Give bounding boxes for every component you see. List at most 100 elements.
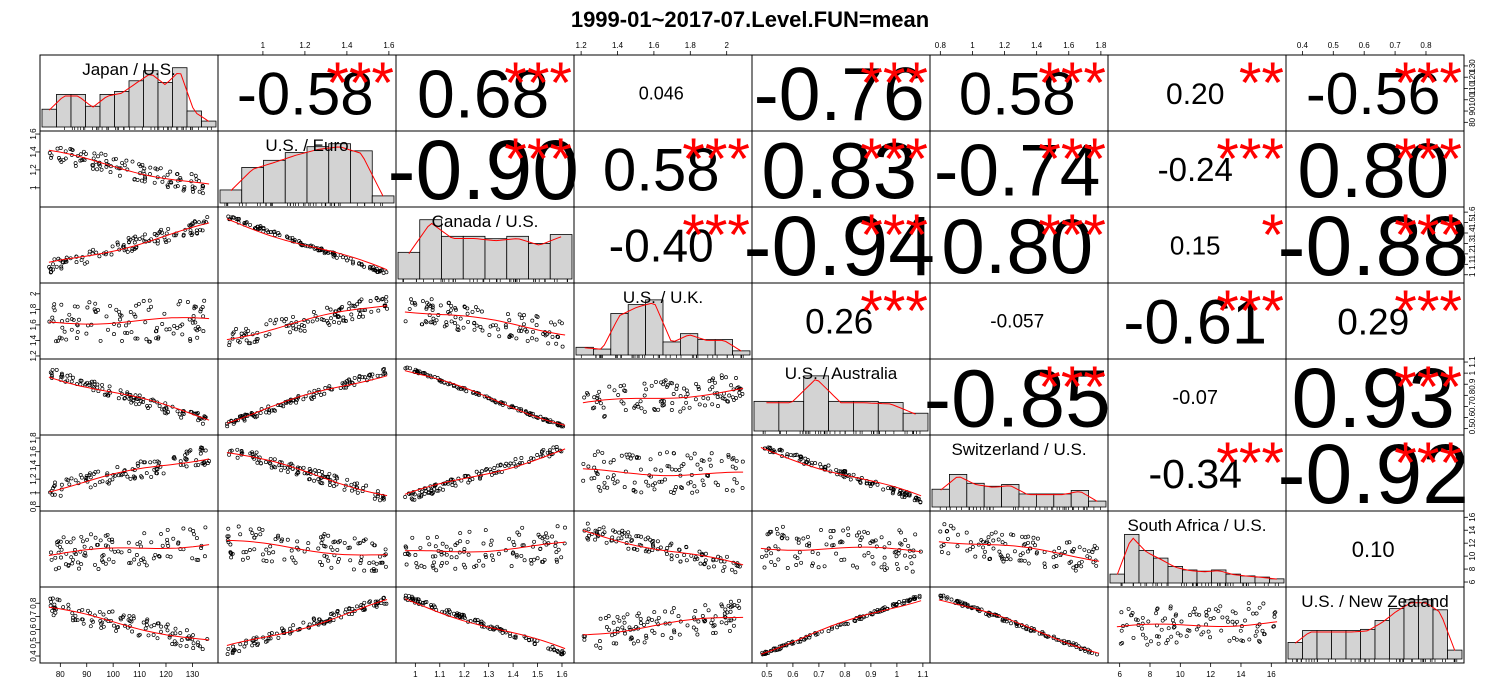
scatter-points	[582, 521, 742, 575]
smooth-line	[48, 149, 210, 185]
x-tick-label: 0.8	[935, 41, 947, 50]
smooth-line	[48, 458, 210, 493]
histogram-bar	[697, 339, 716, 356]
rug-ticks	[1120, 583, 1279, 586]
y-tick-label: 2	[29, 291, 38, 296]
significance-stars: ***	[860, 279, 928, 344]
histogram-bar	[627, 304, 647, 356]
histogram-bar	[778, 400, 805, 432]
smooth-line	[760, 447, 922, 497]
histogram-bar	[41, 108, 57, 128]
y-tick-label: 1.6	[29, 319, 38, 331]
scatter-points	[226, 214, 389, 275]
histogram-bar	[506, 235, 529, 280]
x-tick-label: 1.4	[1031, 41, 1043, 50]
y-tick-label: 1.2	[29, 350, 38, 362]
y-tick-label: 1.6	[1468, 206, 1477, 218]
correlation-value: -0.88	[1277, 199, 1468, 293]
correlation-value: 0.58	[959, 61, 1076, 128]
smooth-line	[1116, 621, 1278, 628]
smooth-line	[582, 616, 744, 636]
y-tick-label: 1.6	[29, 446, 38, 458]
correlation-value: -0.76	[754, 52, 925, 136]
y-tick-label: 1.2	[1468, 248, 1477, 260]
y-tick-label: 0.5	[29, 637, 38, 649]
smooth-line	[226, 218, 388, 271]
histogram-bar	[1036, 493, 1055, 508]
histogram-bar	[1070, 490, 1089, 508]
significance-stars: ***	[1394, 203, 1462, 268]
chart-title: 1999-01~2017-07.Level.FUN=mean	[571, 7, 929, 32]
scatter-points	[225, 524, 388, 573]
significance-stars: ***	[1216, 431, 1284, 496]
y-tick-label: 1	[29, 490, 38, 495]
variable-name: Switzerland / U.S.	[951, 440, 1086, 459]
histogram-bar	[1432, 609, 1448, 660]
scatter-points	[581, 598, 742, 650]
x-tick-label: 1.4	[508, 670, 520, 679]
y-tick-label: 0.9	[1468, 378, 1477, 390]
panel-frame	[573, 586, 753, 664]
x-tick-label: 1	[895, 670, 900, 679]
y-tick-label: 1.2	[29, 473, 38, 485]
y-tick-label: 0.4	[29, 650, 38, 662]
correlation-value: 0.15	[1170, 230, 1221, 260]
scatter-points	[49, 525, 208, 572]
panel-frame	[395, 434, 575, 512]
density-curve	[1116, 537, 1277, 580]
x-tick-label: 0.7	[813, 670, 825, 679]
scatter-points	[227, 447, 386, 503]
scatter-points	[48, 368, 208, 426]
x-tick-label: 0.4	[1297, 41, 1309, 50]
significance-stars: ***	[860, 127, 928, 192]
correlation-value: 0.58	[603, 137, 720, 204]
y-tick-label: 1.8	[29, 303, 38, 315]
y-tick-label: 0.5	[1468, 423, 1477, 435]
variable-name: U.S. / New Zealand	[1301, 592, 1448, 611]
x-tick-label: 1.4	[612, 41, 624, 50]
histogram-bar	[441, 235, 464, 280]
smooth-line	[226, 305, 388, 341]
histogram-bar	[99, 93, 115, 128]
significance-stars: ***	[1394, 51, 1462, 116]
correlation-value: -0.74	[934, 130, 1100, 211]
histogram-bar	[902, 412, 929, 432]
histogram-bar	[714, 339, 734, 356]
y-tick-label: 1.4	[1468, 227, 1477, 239]
y-tick-label: 10	[1468, 551, 1477, 560]
y-tick-label: 130	[1468, 59, 1477, 73]
correlation-value: -0.58	[237, 61, 374, 128]
x-tick-label: 120	[159, 670, 173, 679]
histogram-bar	[1389, 608, 1405, 660]
smooth-line	[48, 222, 210, 263]
y-tick-label: 0.6	[1468, 411, 1477, 423]
histogram-bar	[1374, 620, 1390, 660]
y-tick-label: 0.7	[29, 610, 38, 622]
correlation-value: 0.80	[1297, 126, 1449, 214]
significance-stars: ***	[504, 127, 572, 192]
significance-stars: ***	[504, 51, 572, 116]
density-curve	[940, 476, 1098, 502]
smooth-line	[404, 370, 566, 426]
smooth-line	[226, 539, 388, 556]
histogram-bar	[1196, 570, 1212, 584]
x-tick-label: 1	[261, 41, 266, 50]
histogram-bar	[1001, 484, 1020, 508]
x-tick-label: 1	[970, 41, 975, 50]
histogram-bar	[645, 299, 664, 356]
significance-stars: ***	[860, 51, 928, 116]
y-tick-label: 1.4	[29, 146, 38, 158]
histogram-bar	[877, 402, 904, 432]
histogram-bar	[306, 146, 330, 204]
y-tick-label: 16	[1468, 512, 1477, 521]
panel-frame	[39, 510, 219, 588]
histogram-bar	[753, 400, 780, 432]
x-tick-label: 1.1	[434, 670, 446, 679]
histogram-bar	[1331, 630, 1347, 660]
panel-frame	[929, 510, 1109, 588]
x-tick-label: 0.5	[1328, 41, 1340, 50]
x-tick-label: 100	[106, 670, 120, 679]
histogram-bar	[966, 482, 985, 508]
histogram-bar	[70, 93, 86, 128]
y-tick-label: 120	[1468, 70, 1477, 84]
